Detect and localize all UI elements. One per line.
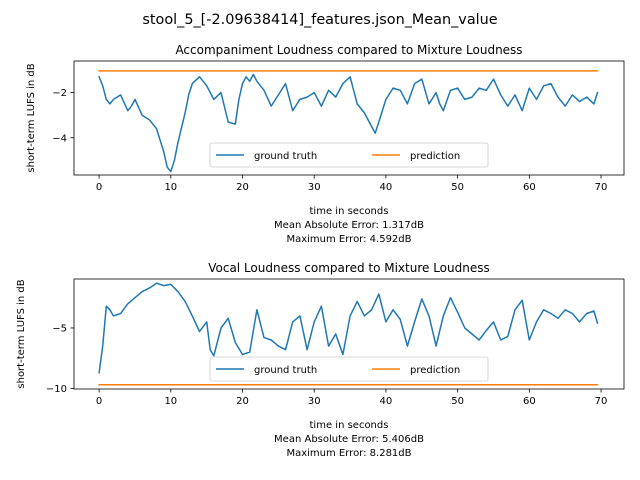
error-stat-line: Mean Absolute Error: 5.406dB [274,434,424,445]
y-tick-label: −10 [46,384,67,395]
x-tick-label: 10 [164,182,177,193]
y-tick-label: −5 [52,323,67,334]
x-tick-label: 10 [164,396,177,407]
x-tick-label: 50 [451,182,464,193]
x-tick-label: 20 [236,396,249,407]
x-tick-label: 70 [595,182,608,193]
x-tick-label: 50 [451,396,464,407]
x-tick-label: 40 [380,182,393,193]
x-tick-label: 20 [236,182,249,193]
x-tick-label: 70 [595,396,608,407]
axes-frame [73,278,625,390]
x-axis-label: time in seconds [310,206,389,217]
series-line-ground-truth [98,282,599,374]
x-tick-label: 30 [308,182,321,193]
legend: ground truth prediction [209,356,489,382]
chart-title: Accompaniment Loudness compared to Mixtu… [175,43,522,57]
x-tick-label: 0 [96,396,102,407]
y-tick-label: −2 [52,88,67,99]
axes-frame [73,60,625,176]
y-tick-label: −4 [52,133,67,144]
x-tick-label: 60 [523,396,536,407]
chart-panel-2: Vocal Loudness compared to Mixture Loudn… [16,261,625,459]
x-tick-label: 30 [308,396,321,407]
x-tick-label: 0 [96,182,102,193]
legend-box [209,356,489,382]
legend: ground truth prediction [209,142,489,168]
x-tick-label: 60 [523,182,536,193]
legend-label-prediction: prediction [410,365,460,376]
chart-panel-1: Accompaniment Loudness compared to Mixtu… [26,43,625,245]
chart-title: Vocal Loudness compared to Mixture Loudn… [208,261,490,275]
legend-label-prediction: prediction [410,151,460,162]
legend-label-ground-truth: ground truth [254,365,317,376]
y-axis-label: short-term LUFS in dB [16,279,27,388]
series-line-ground-truth [98,73,599,173]
x-tick-label: 40 [380,396,393,407]
figure-suptitle: stool_5_[-2.09638414]_features.json_Mean… [142,12,497,28]
y-axis-label: short-term LUFS in dB [26,63,37,172]
error-stat-line: Mean Absolute Error: 1.317dB [274,220,424,231]
error-stat-line: Maximum Error: 8.281dB [286,448,411,459]
legend-label-ground-truth: ground truth [254,151,317,162]
error-stat-line: Maximum Error: 4.592dB [286,234,411,245]
legend-box [209,142,489,168]
x-axis-label: time in seconds [310,420,389,431]
